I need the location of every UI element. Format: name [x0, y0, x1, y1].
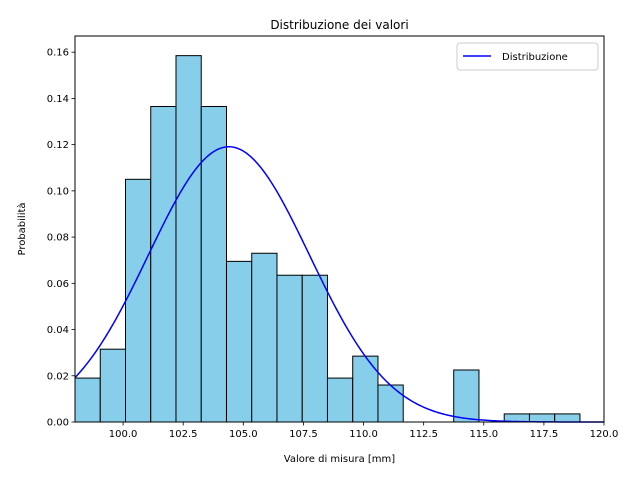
histogram-bar: [251, 252, 278, 423]
chart-title: Distribuzione dei valori: [270, 18, 408, 32]
histogram-bar: [74, 377, 101, 423]
histogram-bar: [124, 178, 152, 423]
y-tick-label: 0.12: [47, 140, 69, 151]
x-tick-label: 112.5: [409, 429, 438, 440]
legend-entry-distribuzione: Distribuzione: [502, 52, 568, 63]
histogram-bar: [150, 105, 177, 423]
histogram-bar: [200, 105, 227, 423]
x-tick-label: 117.5: [530, 429, 559, 440]
legend: Distribuzione: [456, 42, 599, 71]
x-tick-label: 100.0: [109, 429, 138, 440]
x-axis-ticks: 100.0 102.5 105.0 107.5 110.0 112.5 115.0 117.5…: [109, 422, 619, 440]
x-axis-label: Valore di misura [mm]: [284, 454, 395, 465]
histogram-bar: [225, 260, 253, 423]
x-tick-label: 105.0: [229, 429, 258, 440]
x-tick-label: 107.5: [289, 429, 318, 440]
y-axis-label: Probabilità: [16, 202, 28, 255]
x-tick-label: 102.5: [169, 429, 198, 440]
plot-frame: [74, 35, 605, 423]
y-tick-label: 0.04: [47, 325, 69, 336]
y-tick-label: 0.06: [47, 279, 69, 290]
histogram-bars: [74, 55, 581, 423]
histogram-bar: [301, 274, 328, 423]
x-tick-label: 110.0: [349, 429, 378, 440]
histogram-bar: [377, 384, 404, 423]
y-tick-label: 0.14: [47, 94, 69, 105]
x-tick-label: 115.0: [469, 429, 498, 440]
histogram-bar: [326, 377, 354, 423]
y-tick-label: 0.08: [47, 233, 69, 244]
x-tick-label: 120.0: [590, 429, 619, 440]
histogram-bar: [554, 413, 581, 423]
histogram-bar: [352, 355, 379, 423]
y-tick-label: 0.16: [47, 48, 69, 59]
histogram-bar: [276, 274, 303, 423]
histogram-bar: [175, 55, 202, 423]
y-axis-ticks: 0.00 0.02 0.04 0.06 0.08 0.10 0.12 0.14 0.16: [47, 48, 75, 429]
histogram-bar: [99, 348, 126, 423]
y-tick-label: 0.00: [47, 418, 69, 429]
histogram-bar: [453, 369, 480, 423]
histogram-bar: [528, 413, 556, 423]
legend-box: [456, 42, 599, 71]
y-tick-label: 0.10: [47, 186, 69, 197]
y-tick-label: 0.02: [47, 371, 69, 382]
